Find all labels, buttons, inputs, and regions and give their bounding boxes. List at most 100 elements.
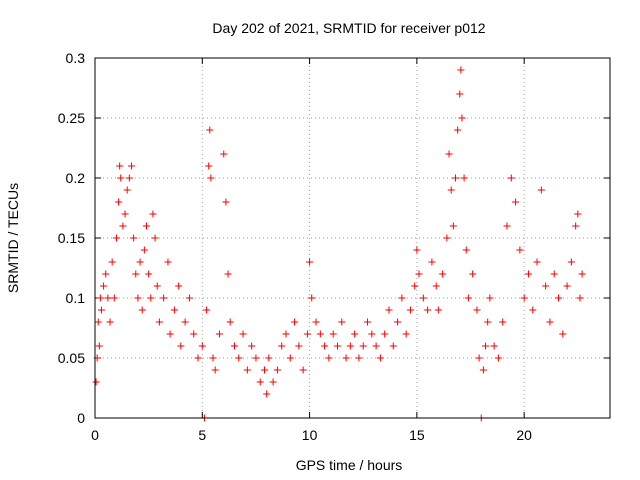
data-point <box>434 306 442 314</box>
data-point <box>333 342 341 350</box>
data-point <box>555 294 562 302</box>
data-point <box>102 270 110 278</box>
data-point <box>194 354 202 362</box>
data-point <box>149 210 157 218</box>
data-point <box>447 186 455 194</box>
data-point <box>559 330 567 338</box>
data-point <box>273 366 281 374</box>
data-point <box>215 330 223 338</box>
data-point <box>299 366 307 374</box>
x-tick-label: 0 <box>91 427 99 443</box>
data-point <box>449 222 457 230</box>
y-tick-label: 0.15 <box>58 230 85 246</box>
data-point <box>546 318 554 326</box>
data-point <box>278 342 286 350</box>
data-point <box>224 270 232 278</box>
data-point <box>574 210 582 218</box>
data-point <box>364 318 372 326</box>
data-point <box>243 366 251 374</box>
data-point <box>100 282 108 290</box>
data-point <box>252 354 260 362</box>
data-point <box>484 318 492 326</box>
data-point <box>490 342 498 350</box>
data-point <box>443 234 451 242</box>
data-point <box>394 318 402 326</box>
data-point <box>499 318 507 326</box>
data-point <box>406 306 414 314</box>
data-point <box>121 210 129 218</box>
data-point <box>263 390 271 398</box>
chart-title: Day 202 of 2021, SRMTID for receiver p01… <box>212 20 485 36</box>
data-point <box>507 174 515 182</box>
data-point <box>140 246 148 254</box>
grid-lines <box>95 58 610 418</box>
data-point <box>198 342 206 350</box>
data-point <box>578 270 586 278</box>
data-point <box>512 198 520 206</box>
data-point <box>308 294 316 302</box>
data-point <box>316 330 324 338</box>
data-point <box>321 342 329 350</box>
data-point <box>537 186 545 194</box>
data-point <box>428 258 436 266</box>
data-point <box>119 222 127 230</box>
data-point <box>338 318 346 326</box>
data-point <box>282 330 290 338</box>
data-point <box>452 174 459 182</box>
data-point <box>445 150 453 158</box>
data-point <box>473 306 481 314</box>
data-point <box>567 258 575 266</box>
data-point <box>269 378 277 386</box>
data-point <box>115 198 123 206</box>
data-point <box>123 186 131 194</box>
data-point <box>368 330 376 338</box>
y-tick-label: 0.3 <box>66 50 86 66</box>
data-point <box>166 330 174 338</box>
data-point <box>207 174 215 182</box>
data-point <box>286 354 294 362</box>
data-point <box>533 258 541 266</box>
data-point <box>312 318 320 326</box>
data-point <box>303 330 311 338</box>
data-point <box>464 294 472 302</box>
data-point <box>329 330 337 338</box>
data-point <box>127 162 135 170</box>
data-point <box>138 306 146 314</box>
data-point <box>346 342 354 350</box>
data-point <box>479 366 487 374</box>
plot-frame <box>94 57 611 419</box>
data-point <box>460 174 468 182</box>
y-axis-label: SRMTID / TECUs <box>5 183 21 293</box>
data-point <box>351 330 359 338</box>
data-point <box>239 330 247 338</box>
data-point <box>151 234 159 242</box>
data-point <box>550 270 558 278</box>
data-point <box>97 306 105 314</box>
data-point <box>205 162 213 170</box>
data-point <box>381 330 389 338</box>
data-point <box>222 198 230 206</box>
data-point <box>248 342 256 350</box>
data-point <box>211 366 219 374</box>
data-point <box>143 222 150 230</box>
data-point <box>475 354 483 362</box>
data-point <box>520 294 528 302</box>
axis-ticks: 0 5 10 15 20 0 0.05 0.1 0.15 0.2 0.25 0.3 <box>58 50 610 443</box>
data-point <box>96 294 104 302</box>
data-point <box>125 174 133 182</box>
data-point <box>419 294 427 302</box>
data-point <box>155 318 163 326</box>
data-point <box>432 282 440 290</box>
data-point <box>524 270 532 278</box>
data-point <box>529 306 537 314</box>
data-point <box>92 378 100 386</box>
data-point <box>132 270 140 278</box>
data-point <box>454 126 462 134</box>
data-point <box>572 222 580 230</box>
data-point <box>209 354 217 362</box>
data-point <box>486 294 494 302</box>
y-tick-label: 0.2 <box>66 170 86 186</box>
data-point <box>177 342 185 350</box>
data-point <box>116 162 124 170</box>
